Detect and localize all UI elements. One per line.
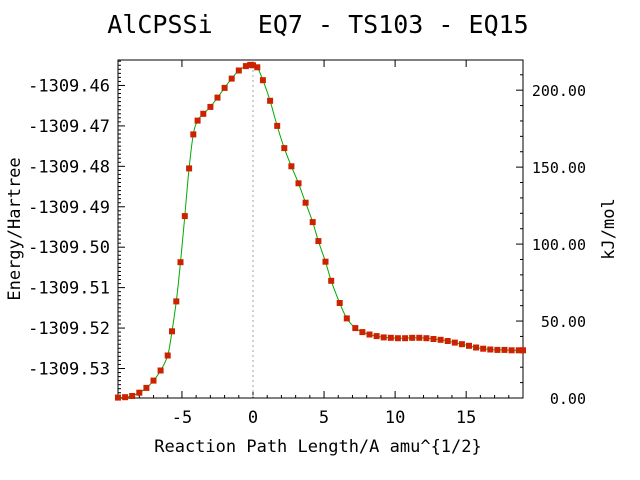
data-point <box>487 346 494 353</box>
data-point <box>309 219 316 226</box>
plot-frame <box>117 59 524 399</box>
data-point <box>366 331 373 338</box>
data-point <box>343 315 350 322</box>
data-point <box>295 180 302 187</box>
data-point <box>409 334 416 341</box>
y-tick-label: -1309.49 <box>28 198 110 218</box>
data-point <box>143 384 150 391</box>
y-tick-label: -1309.53 <box>28 359 110 379</box>
data-point <box>274 122 281 129</box>
data-point <box>190 131 197 138</box>
chart-title: AlCPSSi EQ7 - TS103 - EQ15 <box>107 10 528 39</box>
data-point <box>115 394 121 401</box>
y2-tick-label: 100.00 <box>532 236 586 254</box>
data-point <box>501 346 508 353</box>
y2-axis-label: kJ/mol <box>599 198 619 259</box>
energy-curve <box>117 64 523 399</box>
y2-tick-label: 50.00 <box>541 313 586 331</box>
data-point <box>235 67 242 74</box>
x-axis: -5 0 5 10 15 <box>124 60 524 428</box>
y-tick-label: -1309.50 <box>28 238 110 258</box>
y2-tick-label: 200.00 <box>532 82 586 100</box>
data-point <box>480 345 487 352</box>
data-point <box>336 300 343 306</box>
data-point <box>508 347 515 354</box>
data-point <box>458 341 465 348</box>
data-point <box>494 346 501 353</box>
x-axis-label: Reaction Path Length/A amu^{1/2} <box>154 437 482 457</box>
data-point <box>352 325 359 332</box>
x-tick-label: 15 <box>456 408 476 428</box>
data-point <box>164 352 171 359</box>
data-point <box>473 344 480 351</box>
data-point <box>359 329 366 336</box>
data-point <box>150 377 157 384</box>
y-tick-label: -1309.48 <box>28 157 110 177</box>
x-tick-label: 5 <box>319 408 329 428</box>
data-point <box>394 335 401 342</box>
y-tick-label: -1309.52 <box>28 319 110 339</box>
y-tick-label: -1309.46 <box>28 76 110 96</box>
plot-marks <box>115 60 526 401</box>
data-point <box>437 336 444 343</box>
data-point <box>207 103 214 110</box>
data-point <box>328 277 335 284</box>
data-point <box>186 165 193 172</box>
data-point <box>242 63 249 70</box>
data-point <box>281 145 288 152</box>
data-point <box>136 389 143 396</box>
data-point <box>416 334 423 341</box>
data-point <box>173 298 180 305</box>
data-point <box>259 77 266 84</box>
data-point <box>430 336 437 342</box>
data-point <box>387 334 394 341</box>
y-axis-left: -1309.46 -1309.47 -1309.48 -1309.49 -1309.50… <box>28 60 125 398</box>
data-point <box>402 335 409 342</box>
data-point <box>466 342 472 349</box>
data-point <box>520 347 526 354</box>
data-point <box>515 347 522 354</box>
data-point <box>169 328 175 335</box>
data-point <box>451 339 458 346</box>
data-point <box>380 334 387 341</box>
data-point <box>214 94 221 101</box>
data-point <box>181 213 188 220</box>
data-point <box>315 238 322 245</box>
data-point <box>267 97 274 104</box>
data-point <box>177 259 184 266</box>
y2-tick-label: 0.00 <box>550 390 586 408</box>
x-tick-label: 10 <box>385 408 405 428</box>
x-tick-label: 0 <box>248 408 258 428</box>
data-point <box>423 335 430 342</box>
y2-tick-label: 150.00 <box>532 159 586 177</box>
y-axis-label: Energy/Hartree <box>5 157 25 300</box>
data-point <box>221 84 228 91</box>
data-point <box>200 110 207 117</box>
data-point <box>157 367 164 374</box>
data-point <box>250 62 256 69</box>
data-point <box>254 64 261 71</box>
data-point <box>444 338 451 344</box>
data-point <box>302 199 309 206</box>
data-point <box>373 333 380 340</box>
y-tick-label: -1309.47 <box>28 117 110 137</box>
data-point <box>228 75 235 82</box>
x-tick-label: -5 <box>172 408 192 428</box>
data-point <box>322 258 329 265</box>
data-point <box>122 394 129 401</box>
y-tick-label: -1309.51 <box>28 279 110 299</box>
data-point <box>194 117 201 124</box>
y-axis-right: 0.00 50.00 100.00 150.00 200.00 <box>516 74 586 408</box>
data-point <box>129 393 136 399</box>
data-point <box>288 163 295 170</box>
